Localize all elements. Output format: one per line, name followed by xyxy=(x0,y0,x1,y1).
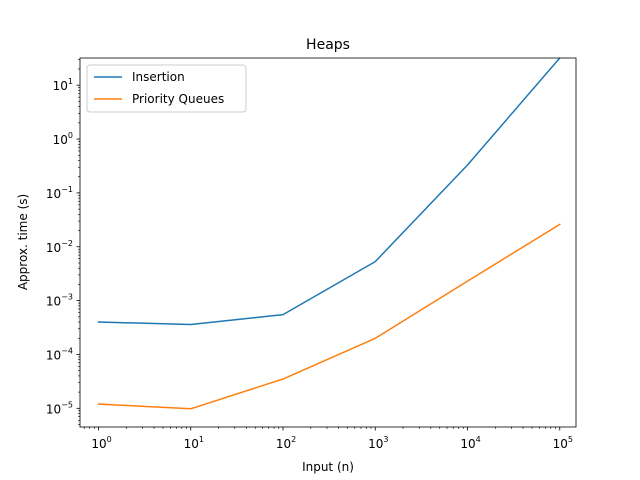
legend-label: Priority Queues xyxy=(132,92,224,106)
y-axis: 10−5 10−4 10−3 10−2 10−1 100 101 xyxy=(46,59,80,425)
series-line-2 xyxy=(97,223,561,410)
y-axis-label: Approx. time (s) xyxy=(16,194,30,290)
x-tick-label: 100 xyxy=(91,435,111,451)
legend-box xyxy=(86,64,247,113)
y-tick-label: 10−4 xyxy=(46,346,73,362)
y-tick-label: 10−3 xyxy=(46,293,73,309)
y-tick-label: 10−2 xyxy=(46,239,73,255)
chart-title: Heaps xyxy=(306,37,350,53)
x-tick-label: 104 xyxy=(460,435,480,451)
legend-label: Insertion xyxy=(132,70,185,84)
x-axis-label: Input (n) xyxy=(302,460,354,474)
y-tick-label: 10−1 xyxy=(46,185,73,201)
y-tick-label: 10−5 xyxy=(46,400,73,416)
plot-area xyxy=(79,57,577,428)
y-tick-label: 101 xyxy=(53,77,73,93)
legend: Insertion Priority Queues xyxy=(86,64,247,113)
x-axis: 100 101 102 103 104 105 xyxy=(83,427,573,451)
y-tick-label: 100 xyxy=(53,131,73,147)
series-line-1 xyxy=(97,58,561,326)
axes-frame xyxy=(79,57,577,428)
x-tick-label: 103 xyxy=(368,435,388,451)
x-tick-label: 102 xyxy=(276,435,296,451)
x-tick-label: 101 xyxy=(184,435,204,451)
x-tick-label: 105 xyxy=(553,435,573,451)
series-lines xyxy=(97,58,561,410)
